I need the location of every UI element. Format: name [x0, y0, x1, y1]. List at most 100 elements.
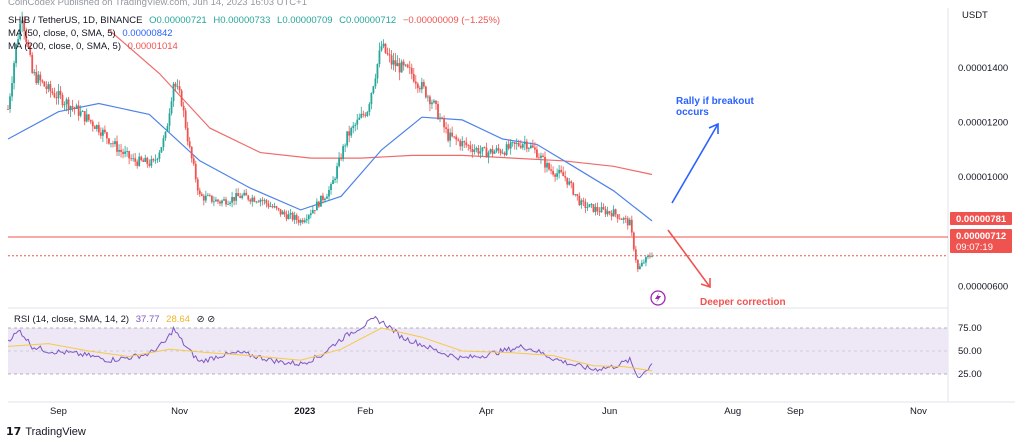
candle-body: [241, 195, 244, 198]
candle-body: [445, 127, 447, 129]
candle-body: [269, 206, 272, 207]
candle: [55, 91, 58, 105]
candle-body: [210, 195, 213, 202]
candle: [21, 11, 24, 33]
candle-body: [647, 255, 649, 258]
candle: [491, 145, 494, 158]
candle-body: [313, 210, 316, 211]
candle: [416, 82, 419, 93]
candle-body: [168, 113, 171, 126]
candle: [164, 131, 167, 141]
candle-body: [416, 83, 419, 89]
candle-body: [586, 207, 589, 208]
candle-body: [336, 166, 338, 179]
candle: [608, 210, 611, 216]
candle-body: [390, 55, 393, 65]
candle: [647, 254, 649, 260]
candle-body: [267, 203, 270, 207]
candle: [182, 101, 185, 118]
candle: [104, 125, 106, 135]
candle: [317, 200, 320, 209]
candle-body: [580, 200, 583, 206]
candle-body: [37, 74, 40, 84]
candle: [231, 191, 233, 208]
candle: [7, 104, 9, 110]
candle-body: [503, 152, 506, 155]
price-tick-label: 0.00001000: [958, 172, 1008, 183]
candle-body: [104, 129, 106, 133]
ma200-legend[interactable]: MA (200, close, 0, SMA, 5) 0.00001014: [8, 41, 182, 53]
candle: [651, 252, 653, 258]
candle-body: [570, 181, 573, 184]
candle-body: [360, 113, 363, 118]
candle-body: [142, 160, 145, 162]
candle-body: [27, 41, 30, 48]
candle: [144, 154, 147, 163]
candle-body: [392, 60, 395, 65]
candle: [374, 73, 377, 89]
candle-body: [247, 195, 250, 200]
candle-body: [463, 141, 466, 143]
symbol-title[interactable]: SHIB / TetherUS, 1D, BINANCE: [8, 15, 143, 26]
candle-body: [429, 96, 431, 105]
candle-body: [217, 199, 219, 202]
time-tick-label: Aug: [724, 406, 741, 417]
candle: [251, 194, 254, 207]
candle-body: [344, 145, 347, 147]
candle: [420, 77, 423, 94]
ma200-line[interactable]: [108, 29, 653, 176]
ohlc-low: L0.00000709: [277, 15, 333, 26]
candle-body: [261, 199, 264, 201]
candle: [336, 162, 338, 184]
candle-body: [439, 117, 441, 120]
candle-body: [479, 151, 482, 154]
candle: [483, 146, 486, 149]
ohlc-open: O0.00000721: [149, 15, 207, 26]
candle-body: [346, 131, 349, 146]
candle: [562, 166, 565, 177]
candle-body: [69, 106, 72, 110]
candle-body: [578, 195, 581, 206]
candle: [386, 47, 389, 56]
candle: [604, 206, 607, 217]
candle-body: [116, 141, 118, 152]
candle: [320, 195, 322, 207]
events-icon[interactable]: [650, 290, 666, 306]
candle: [257, 199, 260, 203]
candle: [196, 177, 199, 196]
candle: [210, 195, 213, 204]
candle-body: [114, 141, 116, 145]
ma50-line[interactable]: [7, 102, 653, 222]
candle-body: [61, 95, 64, 106]
candle-body: [600, 207, 603, 213]
candle: [344, 143, 347, 153]
candle: [39, 71, 42, 87]
candle: [184, 108, 187, 131]
candle: [112, 140, 114, 148]
candle-body: [91, 121, 94, 127]
deeper-correction-arrow[interactable]: [667, 229, 711, 289]
candle: [459, 138, 462, 151]
candle-body: [527, 148, 530, 149]
candle-body: [548, 163, 550, 170]
candle: [517, 139, 520, 148]
candle-body: [608, 211, 611, 214]
candle: [156, 157, 159, 163]
ma50-legend[interactable]: MA (50, close, 0, SMA, 5) 0.00000842: [8, 28, 177, 40]
candle: [540, 152, 542, 164]
candle-body: [150, 159, 153, 166]
candle: [136, 159, 139, 169]
candle: [400, 59, 403, 73]
candle-body: [23, 20, 26, 32]
candle-body: [576, 194, 579, 196]
tradingview-logo[interactable]: 𝟭𝟳 TradingView: [6, 425, 86, 439]
candle: [463, 140, 466, 148]
candle: [620, 217, 623, 220]
candle: [570, 180, 573, 189]
candle: [622, 216, 625, 224]
candle: [57, 84, 60, 105]
rally-arrow[interactable]: [671, 122, 719, 204]
price-axis-unit: USDT: [962, 10, 988, 21]
candle: [221, 199, 223, 207]
